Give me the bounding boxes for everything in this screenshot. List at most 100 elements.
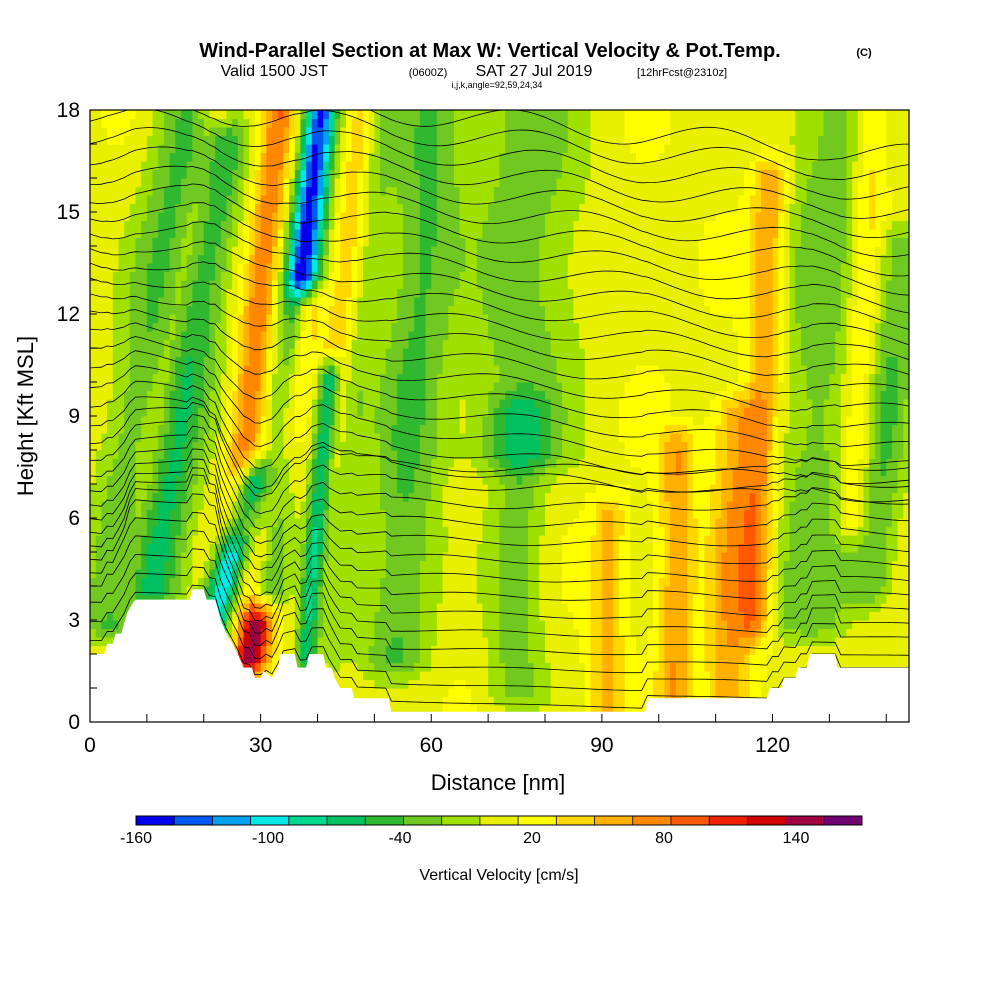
velocity-cell bbox=[294, 186, 302, 196]
velocity-cell bbox=[306, 492, 313, 502]
velocity-cell bbox=[175, 399, 182, 409]
velocity-cell bbox=[124, 450, 131, 460]
velocity-cell bbox=[158, 237, 165, 247]
velocity-cell bbox=[442, 467, 449, 477]
velocity-cell bbox=[266, 569, 273, 579]
velocity-cell bbox=[442, 331, 449, 341]
velocity-cell bbox=[363, 169, 370, 179]
velocity-cell bbox=[300, 603, 307, 613]
velocity-cell bbox=[249, 246, 256, 256]
velocity-cell bbox=[146, 560, 154, 570]
velocity-cell bbox=[277, 569, 284, 579]
velocity-cell bbox=[181, 577, 188, 587]
velocity-cell bbox=[186, 433, 193, 443]
velocity-cell bbox=[181, 169, 188, 179]
velocity-cell bbox=[294, 390, 302, 400]
velocity-cell bbox=[323, 322, 330, 332]
velocity-cell bbox=[425, 628, 432, 638]
velocity-cell bbox=[289, 365, 296, 375]
velocity-cell bbox=[328, 433, 336, 443]
velocity-cell bbox=[243, 161, 250, 171]
velocity-cell bbox=[380, 297, 387, 307]
velocity-cell bbox=[397, 297, 404, 307]
velocity-cell bbox=[203, 348, 211, 358]
velocity-cell bbox=[311, 441, 319, 451]
velocity-cell bbox=[158, 399, 165, 409]
velocity-cell bbox=[209, 382, 216, 392]
velocity-cell bbox=[334, 135, 341, 145]
velocity-cell bbox=[454, 373, 461, 383]
velocity-cell bbox=[368, 433, 375, 443]
velocity-cell bbox=[465, 152, 472, 162]
velocity-cell bbox=[186, 118, 193, 128]
velocity-cell bbox=[425, 518, 432, 528]
velocity-cell bbox=[431, 195, 438, 205]
velocity-cell bbox=[249, 144, 256, 154]
velocity-cell bbox=[345, 220, 353, 230]
velocity-cell bbox=[146, 203, 154, 213]
velocity-cell bbox=[163, 484, 171, 494]
velocity-cell bbox=[442, 212, 449, 222]
velocity-cell bbox=[163, 424, 171, 434]
velocity-cell bbox=[328, 586, 336, 596]
velocity-cell bbox=[328, 339, 336, 349]
velocity-cell bbox=[243, 518, 250, 528]
velocity-cell bbox=[283, 118, 290, 128]
velocity-cell bbox=[363, 152, 370, 162]
velocity-cell bbox=[374, 637, 381, 647]
velocity-cell bbox=[471, 339, 478, 349]
velocity-cell bbox=[135, 169, 142, 179]
velocity-cell bbox=[203, 280, 211, 290]
velocity-cell bbox=[385, 501, 393, 511]
velocity-cell bbox=[334, 501, 341, 511]
velocity-cell bbox=[209, 416, 216, 426]
velocity-cell bbox=[306, 433, 313, 443]
velocity-cell bbox=[436, 229, 444, 239]
velocity-cell bbox=[317, 203, 324, 213]
velocity-cell bbox=[283, 263, 290, 273]
velocity-cell bbox=[226, 433, 233, 443]
velocity-cell bbox=[402, 161, 410, 171]
velocity-cell bbox=[249, 390, 256, 400]
velocity-cell bbox=[118, 314, 125, 324]
velocity-cell bbox=[471, 246, 478, 256]
velocity-cell bbox=[374, 611, 381, 621]
velocity-cell bbox=[476, 705, 484, 715]
velocity-cell bbox=[260, 433, 267, 443]
velocity-cell bbox=[311, 237, 319, 247]
velocity-cell bbox=[442, 518, 449, 528]
velocity-cell bbox=[425, 373, 432, 383]
velocity-cell bbox=[152, 212, 159, 222]
velocity-cell bbox=[442, 535, 449, 545]
velocity-cell bbox=[118, 373, 125, 383]
velocity-cell bbox=[471, 322, 478, 332]
velocity-cell bbox=[374, 288, 381, 298]
velocity-cell bbox=[448, 365, 455, 375]
velocity-cell bbox=[368, 407, 375, 417]
velocity-cell bbox=[141, 365, 148, 375]
velocity-cell bbox=[340, 220, 347, 230]
velocity-cell bbox=[345, 195, 353, 205]
velocity-cell bbox=[198, 161, 205, 171]
velocity-cell bbox=[135, 314, 142, 324]
velocity-cell bbox=[192, 348, 199, 358]
velocity-cell bbox=[391, 280, 398, 290]
velocity-cell bbox=[95, 356, 102, 366]
velocity-cell bbox=[465, 212, 472, 222]
velocity-cell bbox=[249, 441, 256, 451]
velocity-cell bbox=[289, 186, 296, 196]
velocity-cell bbox=[391, 662, 398, 672]
velocity-cell bbox=[391, 152, 398, 162]
velocity-cell bbox=[385, 229, 393, 239]
velocity-cell bbox=[476, 178, 484, 188]
velocity-cell bbox=[345, 611, 353, 621]
velocity-cell bbox=[283, 577, 290, 587]
velocity-cell bbox=[300, 169, 307, 179]
velocity-cell bbox=[471, 382, 478, 392]
subtitle-forecast: [12hrFcst@2310z] bbox=[637, 67, 727, 79]
velocity-cell bbox=[266, 271, 273, 281]
velocity-cell bbox=[402, 195, 410, 205]
velocity-cell bbox=[237, 654, 245, 664]
velocity-cell bbox=[158, 152, 165, 162]
